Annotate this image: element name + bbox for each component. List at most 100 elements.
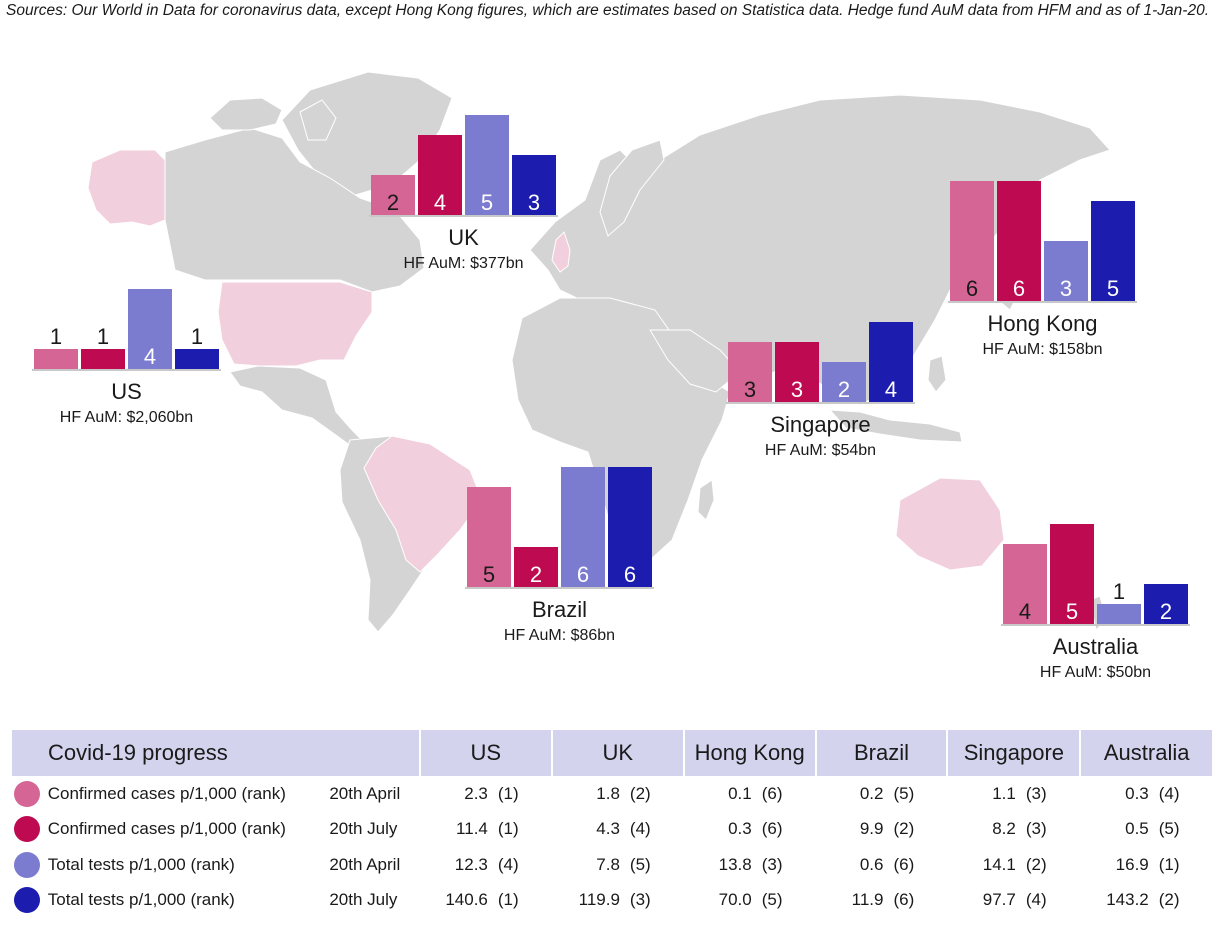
data-label-hong-kong-3: 3 bbox=[1060, 276, 1072, 301]
cell-rank: (5) bbox=[893, 783, 915, 803]
row-date: 20th July bbox=[329, 890, 398, 910]
data-label-us-2: 1 bbox=[97, 324, 109, 349]
data-label-singapore-4: 4 bbox=[885, 377, 897, 402]
canada-shape bbox=[164, 127, 425, 293]
table-body: Confirmed cases p/1,000 (rank) 20th April… bbox=[12, 776, 1214, 918]
chart-subtitle-singapore: HF AuM: $54bn bbox=[765, 442, 876, 459]
alaska-shape bbox=[87, 149, 166, 227]
data-label-brazil-3: 6 bbox=[577, 562, 589, 587]
cell-value: 11.9 bbox=[851, 890, 884, 910]
cell-rank: (4) bbox=[1158, 783, 1180, 803]
cell-rank: (2) bbox=[629, 783, 651, 803]
legend-dot-icon bbox=[14, 851, 40, 878]
data-label-australia-2: 5 bbox=[1066, 599, 1078, 624]
sources-note: Sources: Our World in Data for coronavir… bbox=[6, 2, 1210, 19]
bar-chart-uk: 2 4 5 3 UK HF AuM: $377bn bbox=[369, 115, 558, 272]
cell-rank: (1) bbox=[497, 819, 519, 839]
chart-title-hong-kong: Hong Kong bbox=[987, 311, 1097, 336]
chart-subtitle-hong-kong: HF AuM: $158bn bbox=[982, 341, 1102, 358]
bar-chart-singapore: 3 3 2 4 Singapore HF AuM: $54bn bbox=[726, 322, 915, 459]
bar-hong-kong-3 bbox=[1044, 241, 1088, 301]
australia-shape bbox=[895, 477, 1005, 571]
cell-rank: (3) bbox=[1025, 783, 1047, 803]
chart-title-us: US bbox=[111, 379, 142, 404]
cell-rank: (5) bbox=[761, 890, 783, 910]
row-date: 20th April bbox=[329, 854, 401, 874]
mexico-shape bbox=[229, 365, 371, 455]
bar-singapore-3 bbox=[822, 362, 866, 402]
bar-uk-1 bbox=[371, 175, 415, 215]
data-label-us-3: 4 bbox=[144, 344, 156, 369]
table-title: Covid-19 progress bbox=[12, 730, 421, 776]
cell-value: 70.0 bbox=[718, 890, 752, 910]
column-header-brazil: Brazil bbox=[816, 730, 949, 776]
cell-value: 13.8 bbox=[718, 854, 752, 874]
cell-value: 9.9 bbox=[859, 819, 884, 839]
cell-value: 0.2 bbox=[859, 783, 884, 803]
bar-australia-1 bbox=[1003, 544, 1047, 624]
table-row: Confirmed cases p/1,000 (rank) 20th July 1… bbox=[12, 812, 1214, 848]
bar-charts: 1 1 4 1 US HF AuM: $2,060bn 2 4 5 3 UK HF AuM: $377… bbox=[32, 115, 1190, 681]
bar-uk-3 bbox=[465, 115, 509, 215]
legend-dot-icon bbox=[14, 887, 40, 914]
cell-value: 16.9 bbox=[1115, 854, 1149, 874]
cell-rank: (1) bbox=[497, 890, 519, 910]
bar-singapore-4 bbox=[869, 322, 913, 402]
cell-rank: (2) bbox=[893, 819, 915, 839]
world-land bbox=[164, 71, 1111, 633]
data-label-singapore-1: 3 bbox=[744, 377, 756, 402]
bar-australia-4 bbox=[1144, 584, 1188, 624]
bar-us-2 bbox=[81, 349, 125, 369]
column-header-us: US bbox=[420, 730, 553, 776]
row-label: Total tests p/1,000 (rank) bbox=[47, 890, 235, 910]
bar-chart-brazil: 5 2 6 6 Brazil HF AuM: $86bn bbox=[465, 467, 654, 644]
cell-rank: (4) bbox=[497, 854, 519, 874]
cell-value: 140.6 bbox=[445, 890, 488, 910]
data-label-hong-kong-2: 6 bbox=[1013, 276, 1025, 301]
cell-value: 0.6 bbox=[859, 854, 884, 874]
bar-uk-2 bbox=[418, 135, 462, 215]
cell-rank: (5) bbox=[1158, 819, 1180, 839]
column-header-australia: Australia bbox=[1081, 730, 1214, 776]
cell-value: 1.1 bbox=[992, 783, 1016, 803]
bar-chart-australia: 4 5 1 2 Australia HF AuM: $50bn bbox=[1001, 524, 1190, 681]
cell-value: 1.8 bbox=[596, 783, 620, 803]
bar-singapore-1 bbox=[728, 342, 772, 402]
cell-value: 0.1 bbox=[728, 783, 752, 803]
cell-rank: (2) bbox=[1025, 854, 1047, 874]
cell-value: 4.3 bbox=[596, 819, 620, 839]
chart-subtitle-uk: HF AuM: $377bn bbox=[403, 255, 523, 272]
chart-title-singapore: Singapore bbox=[770, 412, 870, 437]
cell-rank: (4) bbox=[1025, 890, 1047, 910]
cell-rank: (2) bbox=[1158, 890, 1180, 910]
data-label-us-4: 1 bbox=[191, 324, 203, 349]
madagascar-shape bbox=[697, 479, 715, 521]
bar-hong-kong-4 bbox=[1091, 201, 1135, 301]
bar-australia-3 bbox=[1097, 604, 1141, 624]
cell-value: 2.3 bbox=[464, 783, 488, 803]
scandinavia-shape bbox=[599, 139, 665, 237]
cell-rank: (6) bbox=[893, 890, 915, 910]
column-header-singapore: Singapore bbox=[948, 730, 1082, 776]
cell-rank: (1) bbox=[497, 783, 519, 803]
data-label-australia-3: 1 bbox=[1113, 579, 1125, 604]
table-row: Total tests p/1,000 (rank) 20th July 140.6… bbox=[12, 883, 1214, 919]
cell-value: 97.7 bbox=[982, 890, 1016, 910]
bar-us-3 bbox=[128, 289, 172, 369]
indonesia-shape bbox=[828, 409, 963, 443]
cell-value: 12.3 bbox=[454, 854, 488, 874]
chart-title-brazil: Brazil bbox=[532, 597, 587, 622]
bar-singapore-2 bbox=[775, 342, 819, 402]
cell-value: 0.5 bbox=[1125, 819, 1149, 839]
cell-value: 8.2 bbox=[992, 819, 1016, 839]
arctic-islands-shape bbox=[209, 97, 283, 131]
world-map-chart: 1 1 4 1 US HF AuM: $2,060bn 2 4 5 3 UK HF AuM: $377… bbox=[32, 71, 1190, 681]
bar-australia-2 bbox=[1050, 524, 1094, 624]
chart-subtitle-us: HF AuM: $2,060bn bbox=[60, 409, 193, 426]
legend-dot-cell bbox=[12, 776, 48, 812]
legend-dot-icon bbox=[14, 816, 40, 843]
covid-progress-table: Covid-19 progress US UK Hong Kong Brazil… bbox=[12, 730, 1214, 918]
chart-subtitle-australia: HF AuM: $50bn bbox=[1040, 664, 1151, 681]
data-label-singapore-2: 3 bbox=[791, 377, 803, 402]
cell-rank: (6) bbox=[761, 819, 783, 839]
